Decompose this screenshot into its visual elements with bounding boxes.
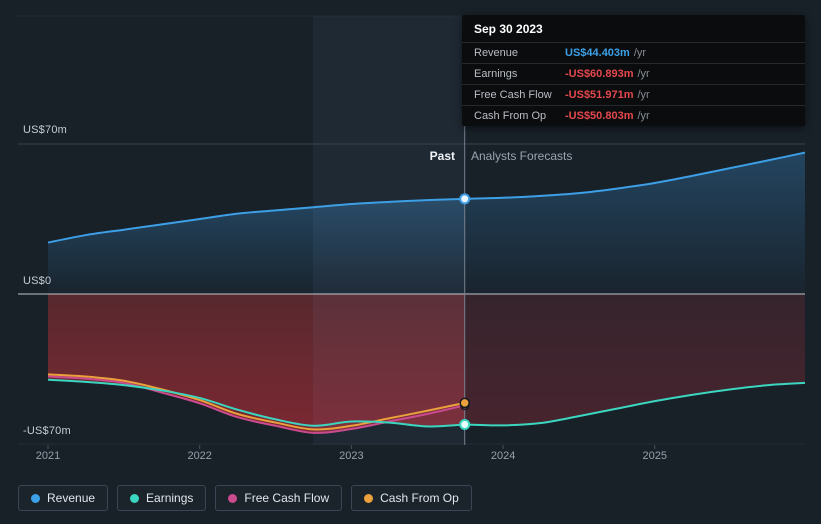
revenue-line-forecast: [464, 151, 806, 200]
x-tick-label-2023: 2023: [339, 450, 364, 462]
free-cash-flow-line: [47, 375, 465, 434]
revenue-series-dot: [31, 493, 40, 503]
tooltip-suffix: /yr: [633, 47, 647, 59]
legend-item-free-cash-flow[interactable]: Free Cash Flow: [215, 485, 343, 511]
earnings-series-dot: [130, 493, 140, 503]
past-label: Past: [429, 149, 455, 163]
earnings-line-past: [47, 378, 465, 428]
loss-area-forecast: [464, 294, 805, 426]
revenue-line-past: [47, 197, 465, 244]
tooltip-value: -US$60.893m: [565, 68, 634, 80]
tooltip-suffix: /yr: [637, 110, 650, 122]
cash-from-op-marker: [459, 397, 470, 409]
x-tick-label-2024: 2024: [490, 450, 516, 462]
revenue-area-forecast: [464, 152, 805, 294]
tooltip-suffix: /yr: [637, 68, 650, 80]
legend-item-cash-from-op[interactable]: Cash From Op: [351, 485, 472, 511]
legend: Revenue Earnings Free Cash Flow Cash From O…: [18, 485, 472, 511]
tooltip-label: Revenue: [474, 47, 519, 59]
cash-from-op-line: [47, 373, 465, 431]
x-tick-label-2022: 2022: [187, 450, 212, 462]
free-cash-flow-series-dot: [228, 493, 238, 503]
y-axis-label-70m: US$70m: [23, 124, 67, 136]
tooltip-date: Sep 30 2023: [474, 22, 543, 36]
x-tick-label-2025: 2025: [642, 450, 668, 462]
legend-item-earnings[interactable]: Earnings: [117, 485, 207, 511]
y-axis-label-neg-70m: -US$70m: [23, 425, 71, 437]
legend-label: Cash From Op: [380, 491, 459, 505]
cash-from-op-series-dot: [364, 493, 374, 503]
tooltip-row-earnings: Earnings -US$60.893m /yr: [462, 63, 805, 84]
tooltip-value: US$44.403m: [565, 47, 630, 59]
tooltip-label: Cash From Op: [474, 110, 547, 122]
y-axis-label-zero: US$0: [23, 275, 52, 287]
tooltip-label: Free Cash Flow: [474, 89, 552, 101]
last-year-highlight-band: [313, 16, 465, 445]
legend-label: Revenue: [47, 491, 96, 505]
legend-label: Earnings: [146, 491, 194, 505]
x-tick-label-2021: 2021: [35, 450, 61, 462]
tooltip-row-free-cash-flow: Free Cash Flow -US$51.971m /yr: [462, 84, 805, 105]
tooltip-row-revenue: Revenue US$44.403m /yr: [462, 42, 805, 63]
tooltip-value: -US$51.971m: [565, 89, 634, 101]
tooltip-row-cash-from-op: Cash From Op -US$50.803m /yr: [462, 105, 805, 126]
chart-tooltip: Sep 30 2023 Revenue US$44.403m /yr Earni…: [462, 15, 805, 126]
loss-area-past: [48, 294, 465, 433]
revenue-marker: [459, 193, 471, 205]
earnings-line-forecast: [464, 381, 806, 427]
revenue-area-past: [48, 198, 465, 294]
legend-label: Free Cash Flow: [244, 491, 330, 505]
legend-item-revenue[interactable]: Revenue: [18, 485, 109, 511]
tooltip-label: Earnings: [474, 68, 518, 80]
tooltip-suffix: /yr: [637, 89, 650, 101]
tooltip-value: -US$50.803m: [565, 110, 634, 122]
x-axis: 2021 2022 2023 2024 2025: [0, 450, 821, 466]
analysts-forecasts-label: Analysts Forecasts: [471, 149, 573, 163]
earnings-marker: [459, 418, 471, 430]
